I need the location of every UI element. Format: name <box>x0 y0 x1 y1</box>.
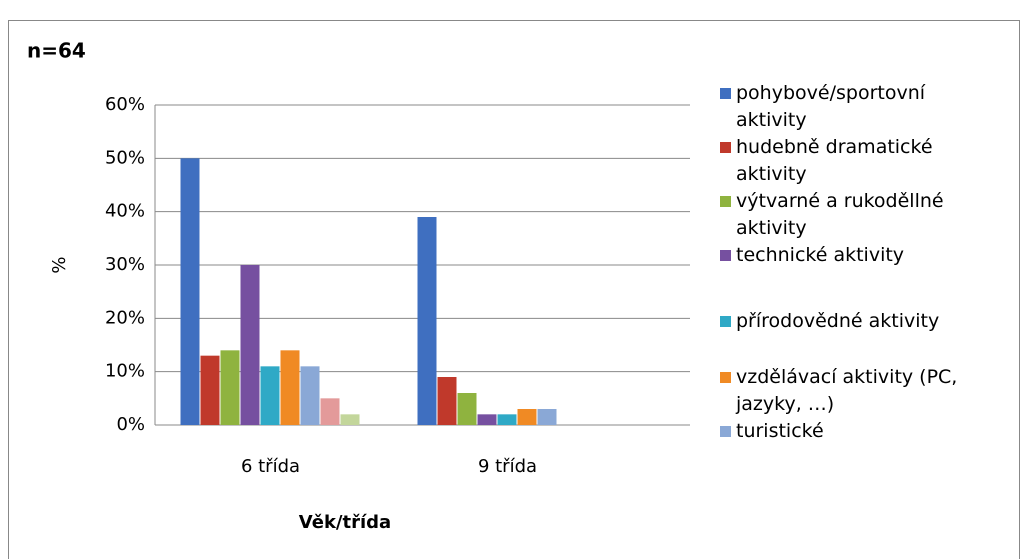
y-tick-label: 30% <box>105 254 145 275</box>
legend-swatch <box>720 250 731 261</box>
legend-label: hudebně dramatické aktivity <box>736 136 933 185</box>
bar <box>537 409 557 425</box>
bar <box>457 393 477 425</box>
y-tick-label: 50% <box>105 147 145 168</box>
y-tick-label: 40% <box>105 201 145 222</box>
x-axis-title: Věk/třída <box>299 512 391 533</box>
bar <box>437 377 457 425</box>
bar <box>477 414 497 425</box>
chart-title: n=64 <box>27 39 86 63</box>
bar <box>280 350 300 425</box>
bar <box>320 398 340 425</box>
legend-swatch <box>720 316 731 327</box>
bar <box>497 414 517 425</box>
legend-entry: technické aktivity <box>720 242 990 269</box>
bar <box>180 158 200 426</box>
legend-label: výtvarné a rukoděllné aktivity <box>736 190 944 239</box>
bar <box>200 355 220 425</box>
legend-entry: turistické <box>720 418 990 445</box>
legend-label: pohybové/sportovní aktivity <box>736 82 926 131</box>
bar <box>220 350 240 425</box>
legend-entry: pohybové/sportovní aktivity <box>720 80 990 134</box>
x-tick-label: 9 třída <box>478 456 537 477</box>
legend-label: vzdělávací aktivity (PC, jazyky, …) <box>736 366 958 415</box>
bar <box>260 366 280 425</box>
x-tick-label: 6 třída <box>241 456 300 477</box>
y-tick-label: 10% <box>105 361 145 382</box>
legend-label: turistické <box>736 420 824 442</box>
y-tick-label: 20% <box>105 307 145 328</box>
bar <box>417 217 437 425</box>
bar <box>517 409 537 425</box>
legend-entry: hudebně dramatické aktivity <box>720 134 990 188</box>
legend-swatch <box>720 372 731 383</box>
y-tick-label: 0% <box>116 414 145 435</box>
legend-swatch <box>720 196 731 207</box>
legend-entry: přírodovědné aktivity <box>720 308 990 335</box>
legend-label: technické aktivity <box>736 244 905 266</box>
legend-swatch <box>720 88 731 99</box>
legend-swatch <box>720 142 731 153</box>
legend-swatch <box>720 426 731 437</box>
legend-entry: výtvarné a rukoděllné aktivity <box>720 188 990 242</box>
y-axis-title: % <box>49 256 70 273</box>
bar <box>340 414 360 425</box>
bar <box>240 265 260 425</box>
y-tick-label: 60% <box>105 94 145 115</box>
legend-label: přírodovědné aktivity <box>736 310 940 332</box>
legend-entry: vzdělávací aktivity (PC, jazyky, …) <box>720 364 990 418</box>
bar <box>300 366 320 425</box>
chart-border <box>8 20 1020 559</box>
